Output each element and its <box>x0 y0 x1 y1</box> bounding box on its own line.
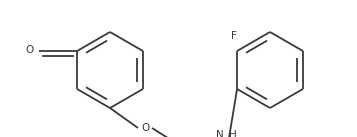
Text: N: N <box>216 130 224 137</box>
Text: F: F <box>231 31 237 41</box>
Text: O: O <box>26 45 34 55</box>
Text: H: H <box>229 130 237 137</box>
Text: O: O <box>141 123 149 133</box>
